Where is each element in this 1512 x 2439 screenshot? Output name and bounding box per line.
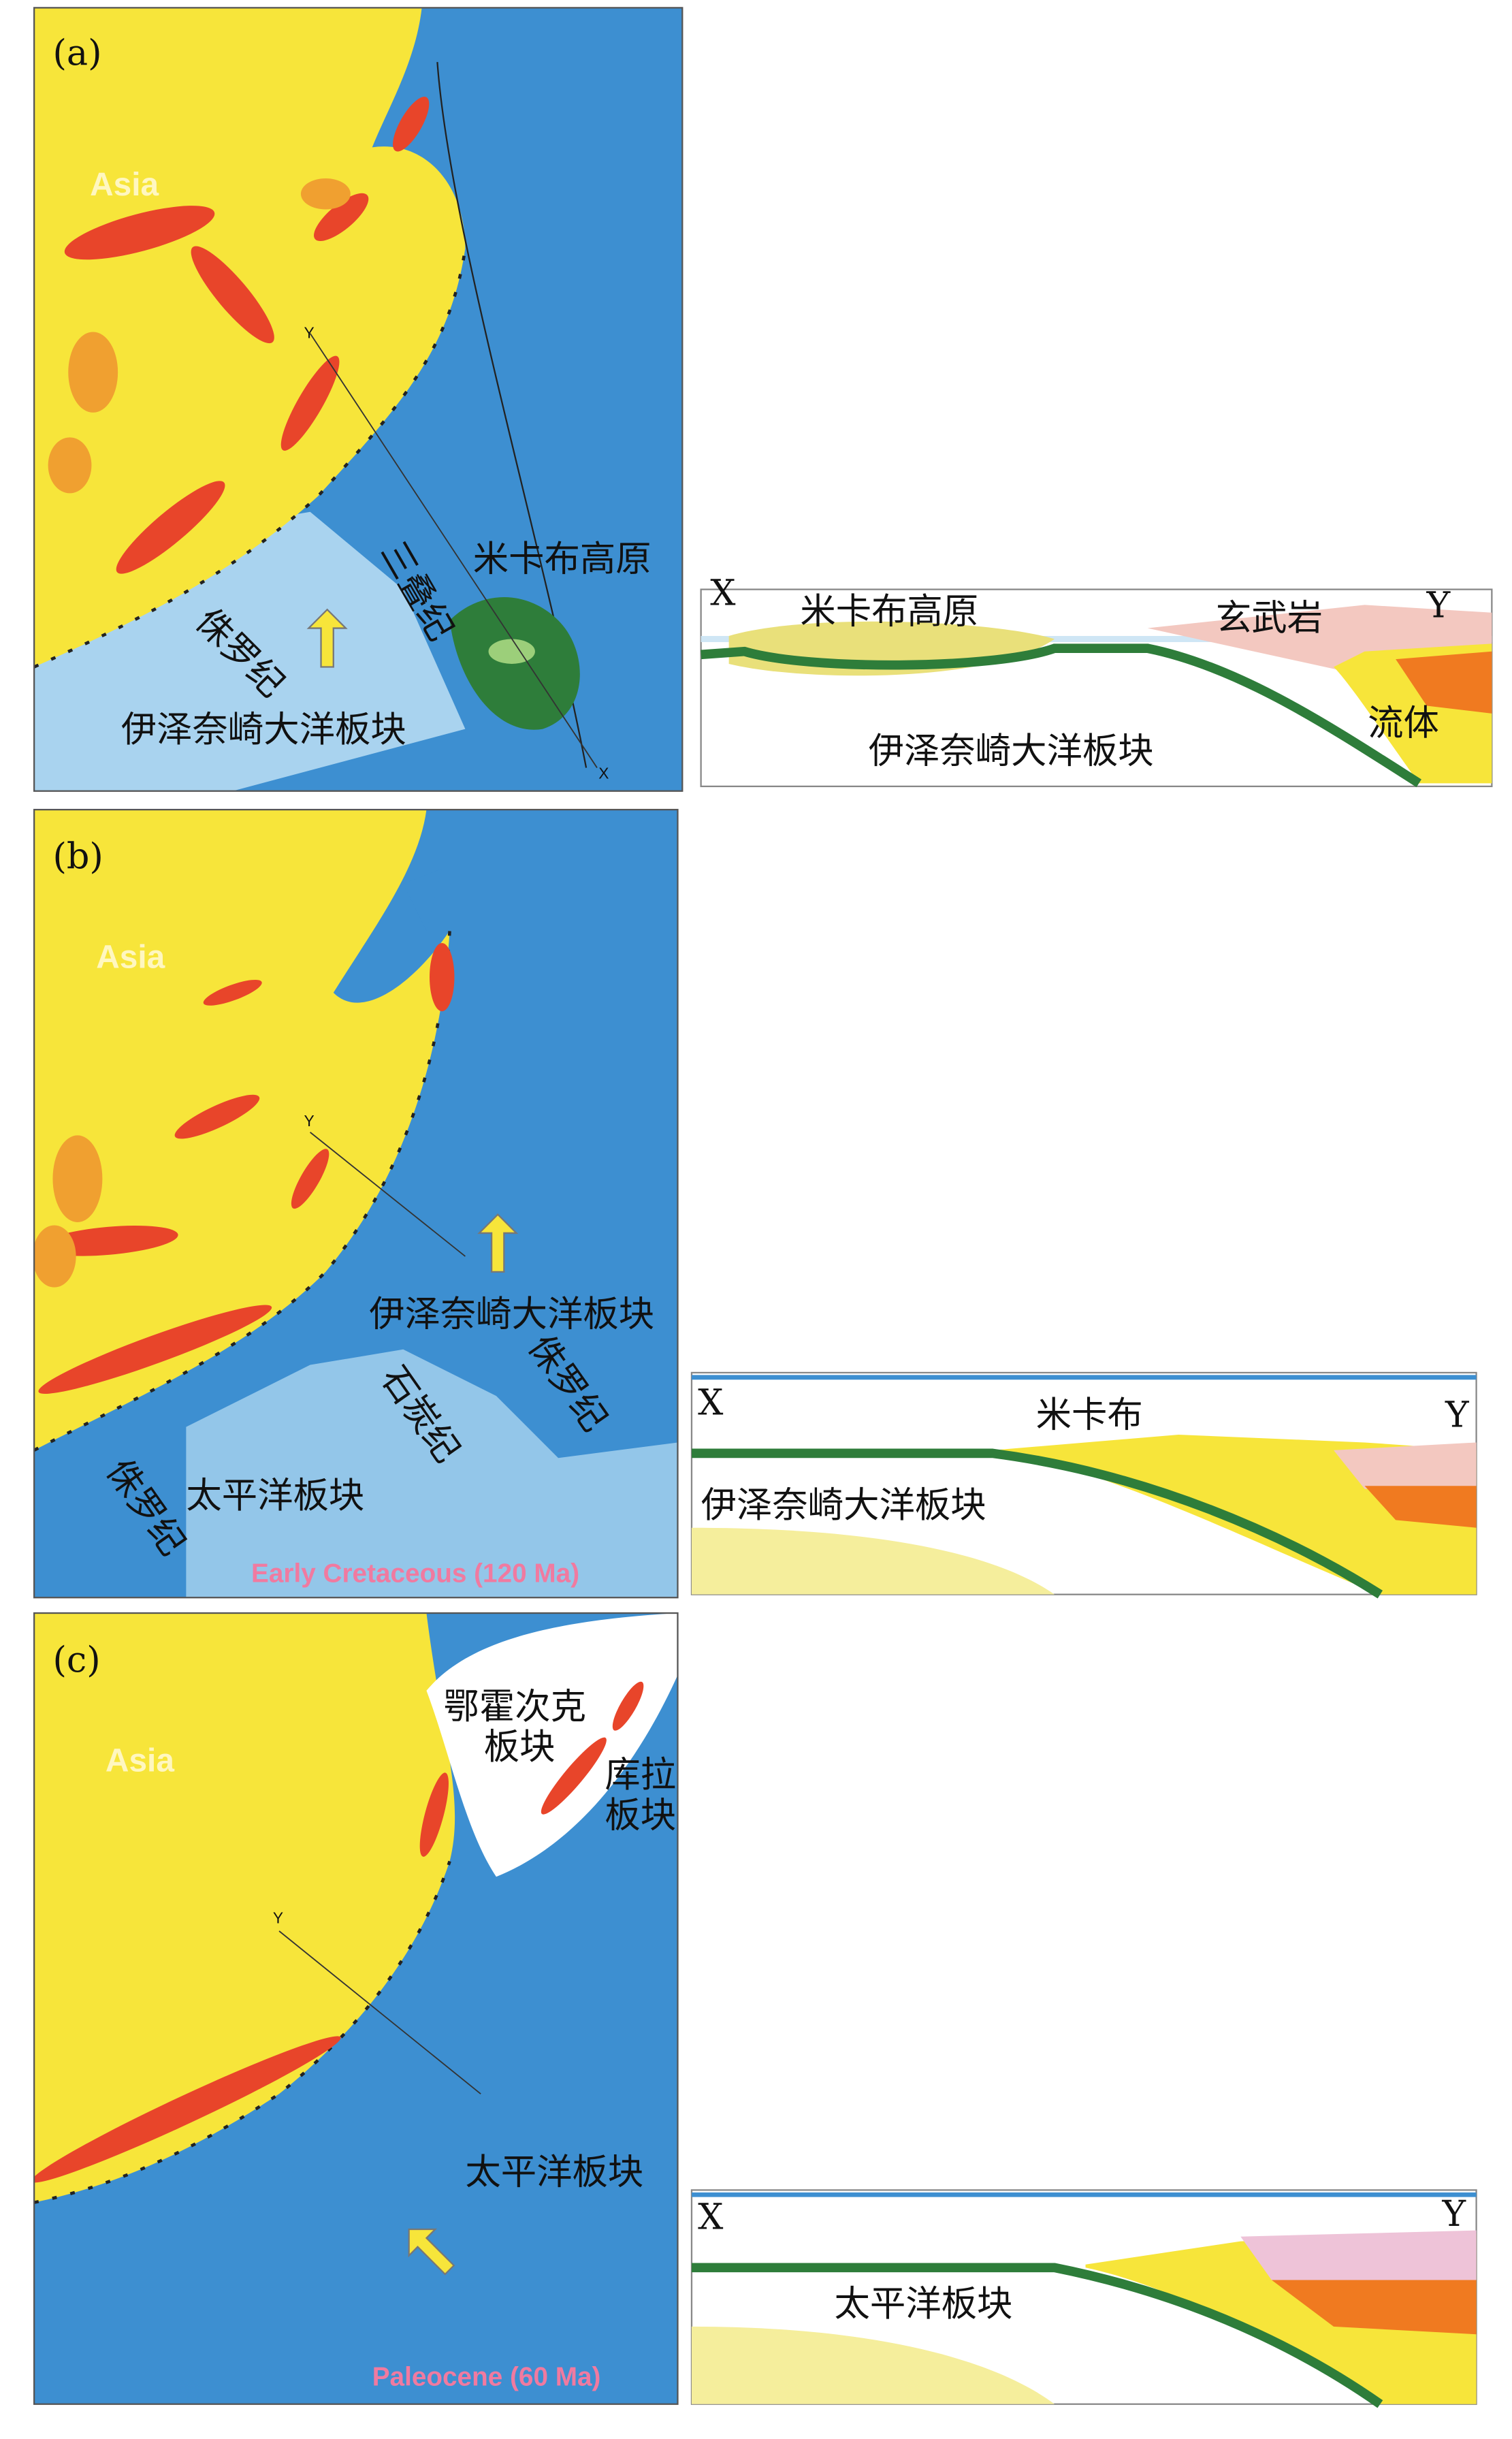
map-c-part (34, 1860, 451, 2204)
region-label: Asia (90, 167, 159, 203)
map-c-part (34, 1613, 455, 2203)
map-a-part (280, 355, 340, 451)
section-label: 玄武岩 (1216, 597, 1323, 639)
panel-label: (b) (52, 836, 103, 878)
map-caption: Paleocene (60 Ma) (372, 2362, 601, 2391)
map-b-part (52, 1135, 103, 1222)
map-b-part (477, 1213, 519, 1273)
map-a-part (68, 332, 118, 413)
section-b-part (1364, 1486, 1477, 1528)
section-end: X (698, 2196, 724, 2237)
section-c (690, 2189, 1477, 2408)
map-c-part (612, 1681, 644, 1731)
map-a-part (488, 639, 535, 664)
map-label: 库拉 (605, 1754, 676, 1796)
map-b-part (403, 868, 443, 931)
section-c-part (691, 2263, 1383, 2408)
map-label: 伊泽奈崎大洋板块 (121, 709, 406, 750)
map-label: 太平洋板块 (465, 2151, 643, 2193)
map-a-part (306, 608, 348, 668)
section-label: 伊泽奈崎大洋板块 (701, 1484, 986, 1526)
map-b-part (430, 942, 455, 1012)
region-label: Asia (106, 1742, 174, 1779)
section-b-part (691, 1527, 1055, 1595)
map-label: 伊泽奈崎大洋板块 (369, 1294, 654, 1335)
map-b-part (291, 1149, 329, 1209)
map-c-part (34, 2036, 341, 2183)
section-b-part (1334, 1442, 1477, 1489)
map-marker: Y (304, 1112, 314, 1130)
map-a-part (48, 437, 92, 494)
map-a-part (393, 96, 430, 152)
map-b-part (34, 930, 451, 1452)
map-a-part (34, 7, 466, 667)
section-a-part (1396, 651, 1492, 714)
map-c-part (419, 1772, 449, 1857)
section-c-part (1271, 2280, 1477, 2335)
map-b-part (203, 979, 262, 1006)
map-b-part (186, 1349, 678, 1598)
region-label: Asia (96, 939, 165, 975)
map-c-part (408, 2228, 455, 2276)
section-end: Y (1441, 2193, 1466, 2235)
map-label: 米卡布高原 (473, 538, 652, 579)
map-caption: Early Cretaceous (120 Ma) (251, 1559, 579, 1588)
map-b-part (310, 1132, 466, 1257)
map-label: 板块 (484, 1726, 556, 1768)
map-b (34, 810, 678, 1598)
section-label: 米卡布高原 (800, 591, 978, 633)
map-c-part (541, 1737, 607, 1815)
map-label: 鄂霍次克 (444, 1686, 587, 1727)
map-frame (33, 1612, 679, 2405)
map-c (34, 1613, 678, 2404)
section-label: 伊泽奈崎大洋板块 (869, 731, 1154, 772)
map-marker: X (598, 765, 609, 782)
section-end: X (710, 572, 736, 613)
section-b (690, 1371, 1477, 1599)
map-b-part (34, 1225, 76, 1288)
map-marker: Y (273, 1909, 283, 1927)
section-c-part (691, 2326, 1055, 2404)
map-c-part (278, 1930, 481, 2094)
map-a-part (191, 246, 274, 344)
map-c-part (426, 1613, 678, 1877)
map-b-part (34, 810, 450, 1450)
section-label: 米卡布 (1036, 1394, 1143, 1436)
map-a-part (64, 206, 215, 260)
map-frame (33, 808, 679, 1599)
section-a-part (701, 643, 1421, 788)
map-a-part (309, 333, 598, 769)
panel-label: (c) (52, 1640, 100, 1681)
map-b-part (38, 1305, 272, 1394)
map-a-part (116, 481, 225, 574)
map-a-part (314, 193, 369, 242)
section-label: 流体 (1368, 703, 1439, 744)
panel-label: (a) (52, 33, 101, 74)
section-c-part (1240, 2230, 1477, 2280)
map-b-part (174, 1094, 260, 1139)
section-b-part (691, 1448, 1383, 1599)
section-end: X (698, 1382, 724, 1423)
map-a (34, 7, 683, 791)
map-a-part (300, 178, 351, 210)
section-label: 太平洋板块 (835, 2283, 1013, 2325)
section-end: Y (1445, 1394, 1470, 1436)
map-label: 太平洋板块 (186, 1475, 364, 1516)
section-a (700, 588, 1493, 788)
map-frame (33, 7, 683, 792)
map-label: 板块 (605, 1794, 676, 1836)
section-end: Y (1426, 585, 1451, 626)
map-marker: Y (304, 324, 314, 342)
